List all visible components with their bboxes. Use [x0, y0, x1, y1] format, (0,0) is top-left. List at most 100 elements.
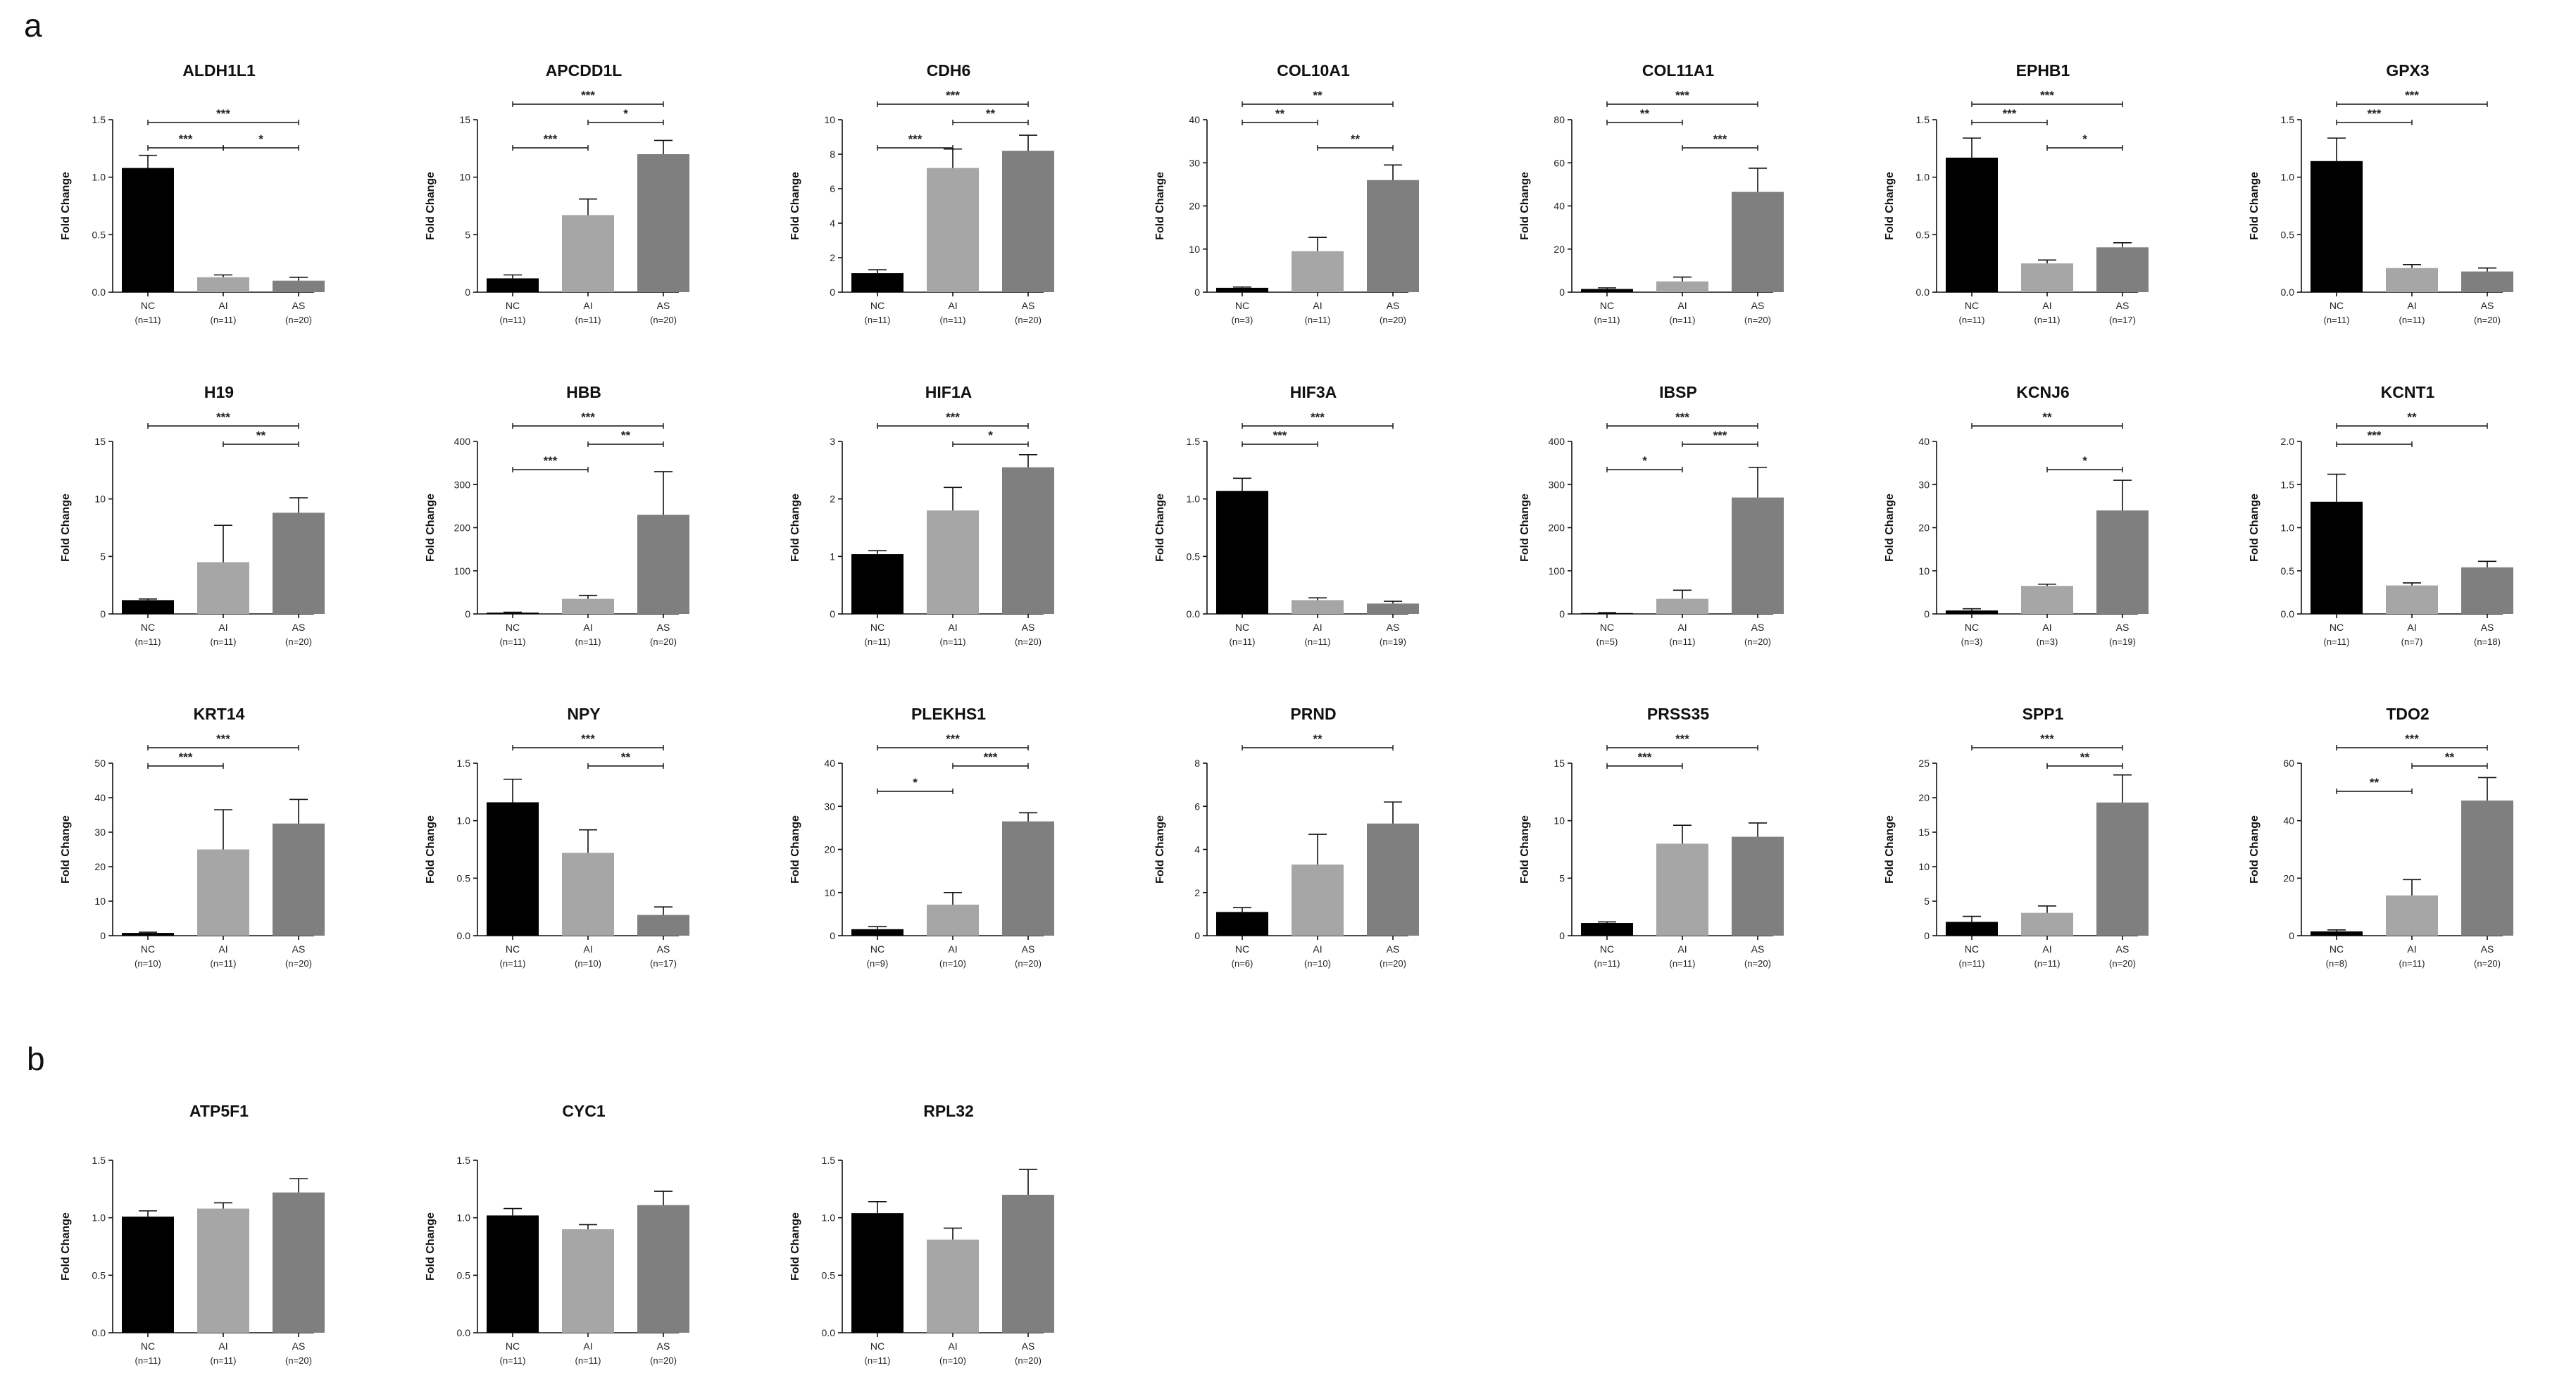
- n-label: (n=11): [1594, 315, 1620, 325]
- chart-title: SPP1: [2022, 705, 2064, 723]
- panel-letter-b: b: [27, 1041, 45, 1077]
- y-tick-label: 0.5: [822, 1269, 836, 1281]
- significance-label: ***: [1273, 429, 1287, 442]
- n-label: (n=20): [650, 315, 677, 325]
- n-label: (n=17): [2109, 315, 2136, 325]
- y-tick-label: 0.5: [457, 872, 471, 884]
- chart-title: HBB: [566, 383, 601, 401]
- bar-ai: [197, 277, 249, 292]
- y-tick-label: 0: [1559, 287, 1565, 298]
- category-label: AI: [2042, 622, 2051, 633]
- y-tick-label: 10: [824, 114, 835, 125]
- chart-hif3a: HIF3A Fold Change 0.0 0.5 1.0 1.5 NC (n=11) AI (n…: [1154, 383, 1419, 647]
- significance-label: **: [621, 429, 631, 442]
- y-tick-label: 0.5: [2281, 229, 2295, 240]
- category-label: AS: [1387, 622, 1400, 633]
- n-label: (n=20): [285, 636, 312, 647]
- y-axis-label: Fold Change: [789, 1212, 801, 1281]
- n-label: (n=11): [575, 636, 601, 647]
- y-tick-label: 1.5: [1916, 114, 1930, 125]
- category-label: NC: [1965, 943, 1979, 955]
- category-label: NC: [2330, 300, 2344, 311]
- n-label: (n=5): [1596, 636, 1618, 647]
- bar-as: [2096, 510, 2149, 614]
- y-tick-label: 40: [1918, 436, 1930, 447]
- y-axis-label: Fold Change: [1884, 494, 1896, 562]
- bar-as: [637, 154, 689, 292]
- n-label: (n=11): [1305, 315, 1331, 325]
- n-label: (n=11): [940, 636, 966, 647]
- y-axis-label: Fold Change: [425, 1212, 437, 1281]
- n-label: (n=11): [865, 315, 891, 325]
- y-tick-label: 0.5: [1916, 229, 1930, 240]
- category-label: NC: [870, 300, 884, 311]
- y-tick-label: 10: [94, 494, 106, 505]
- category-label: NC: [141, 943, 155, 955]
- n-label: (n=11): [2399, 958, 2425, 969]
- y-axis-label: Fold Change: [1154, 494, 1166, 562]
- significance-label: ***: [2368, 107, 2382, 120]
- bar-as: [273, 513, 325, 614]
- category-label: AI: [948, 622, 957, 633]
- bar-as: [1002, 467, 1054, 614]
- bar-ai: [1656, 598, 1708, 614]
- y-tick-label: 80: [1553, 114, 1565, 125]
- bar-nc: [851, 273, 904, 292]
- bar-ai: [2021, 586, 2073, 614]
- y-tick-label: 15: [459, 114, 470, 125]
- significance-label: **: [2080, 751, 2090, 764]
- significance-label: ***: [1675, 89, 1689, 102]
- significance-label: **: [1313, 732, 1323, 746]
- category-label: AS: [292, 300, 306, 311]
- chart-cyc1: CYC1 Fold Change 0.0 0.5 1.0 1.5 NC (n=11) AI (n=…: [425, 1102, 689, 1366]
- category-label: AS: [1387, 300, 1400, 311]
- y-tick-label: 40: [2283, 815, 2294, 827]
- n-label: (n=20): [650, 1355, 677, 1366]
- n-label: (n=11): [2324, 315, 2350, 325]
- chart-title: APCDD1L: [546, 61, 623, 80]
- y-tick-label: 0.0: [92, 1327, 106, 1338]
- bar-nc: [122, 1217, 174, 1333]
- significance-label: ***: [946, 89, 960, 102]
- bar-nc: [1946, 922, 1998, 936]
- significance-label: **: [256, 429, 266, 442]
- significance-label: ***: [2405, 732, 2419, 746]
- significance-label: **: [1275, 107, 1285, 120]
- n-label: (n=20): [2474, 958, 2501, 969]
- bar-ai: [562, 853, 614, 936]
- significance-label: ***: [908, 132, 923, 146]
- panel-letter-a: a: [24, 7, 42, 44]
- significance-label: **: [2042, 410, 2052, 424]
- y-tick-label: 60: [1553, 157, 1565, 168]
- bar-nc: [1216, 912, 1268, 936]
- y-tick-label: 400: [1549, 436, 1565, 447]
- y-tick-label: 0.0: [1187, 608, 1201, 620]
- y-tick-label: 2: [1194, 887, 1200, 898]
- y-tick-label: 1.0: [457, 815, 471, 827]
- bar-nc: [1216, 491, 1268, 614]
- n-label: (n=11): [211, 1355, 237, 1366]
- n-label: (n=3): [1961, 636, 1983, 647]
- y-tick-label: 1.5: [2281, 479, 2295, 490]
- significance-label: ***: [581, 410, 595, 424]
- y-tick-label: 1.5: [1187, 436, 1201, 447]
- chart-spp1: SPP1 Fold Change 0 5 10 15 20 25 NC (n=11) AI (n=11…: [1884, 705, 2149, 969]
- bar-ai: [1656, 281, 1708, 292]
- n-label: (n=10): [939, 1355, 966, 1366]
- bar-as: [637, 1205, 689, 1333]
- bar-ai: [927, 1239, 979, 1333]
- category-label: AI: [1313, 943, 1322, 955]
- chart-title: KRT14: [194, 705, 245, 723]
- y-tick-label: 5: [100, 551, 106, 562]
- category-label: AI: [948, 1340, 957, 1352]
- significance-label: ***: [544, 454, 558, 467]
- bar-as: [1732, 836, 1784, 936]
- category-label: AS: [1022, 1340, 1035, 1352]
- y-tick-label: 100: [1549, 565, 1565, 577]
- bar-ai: [197, 1208, 249, 1333]
- y-axis-label: Fold Change: [1884, 815, 1896, 884]
- bar-as: [1732, 191, 1784, 292]
- bar-ai: [1656, 843, 1708, 936]
- n-label: (n=18): [2474, 636, 2501, 647]
- n-label: (n=20): [1380, 958, 1406, 969]
